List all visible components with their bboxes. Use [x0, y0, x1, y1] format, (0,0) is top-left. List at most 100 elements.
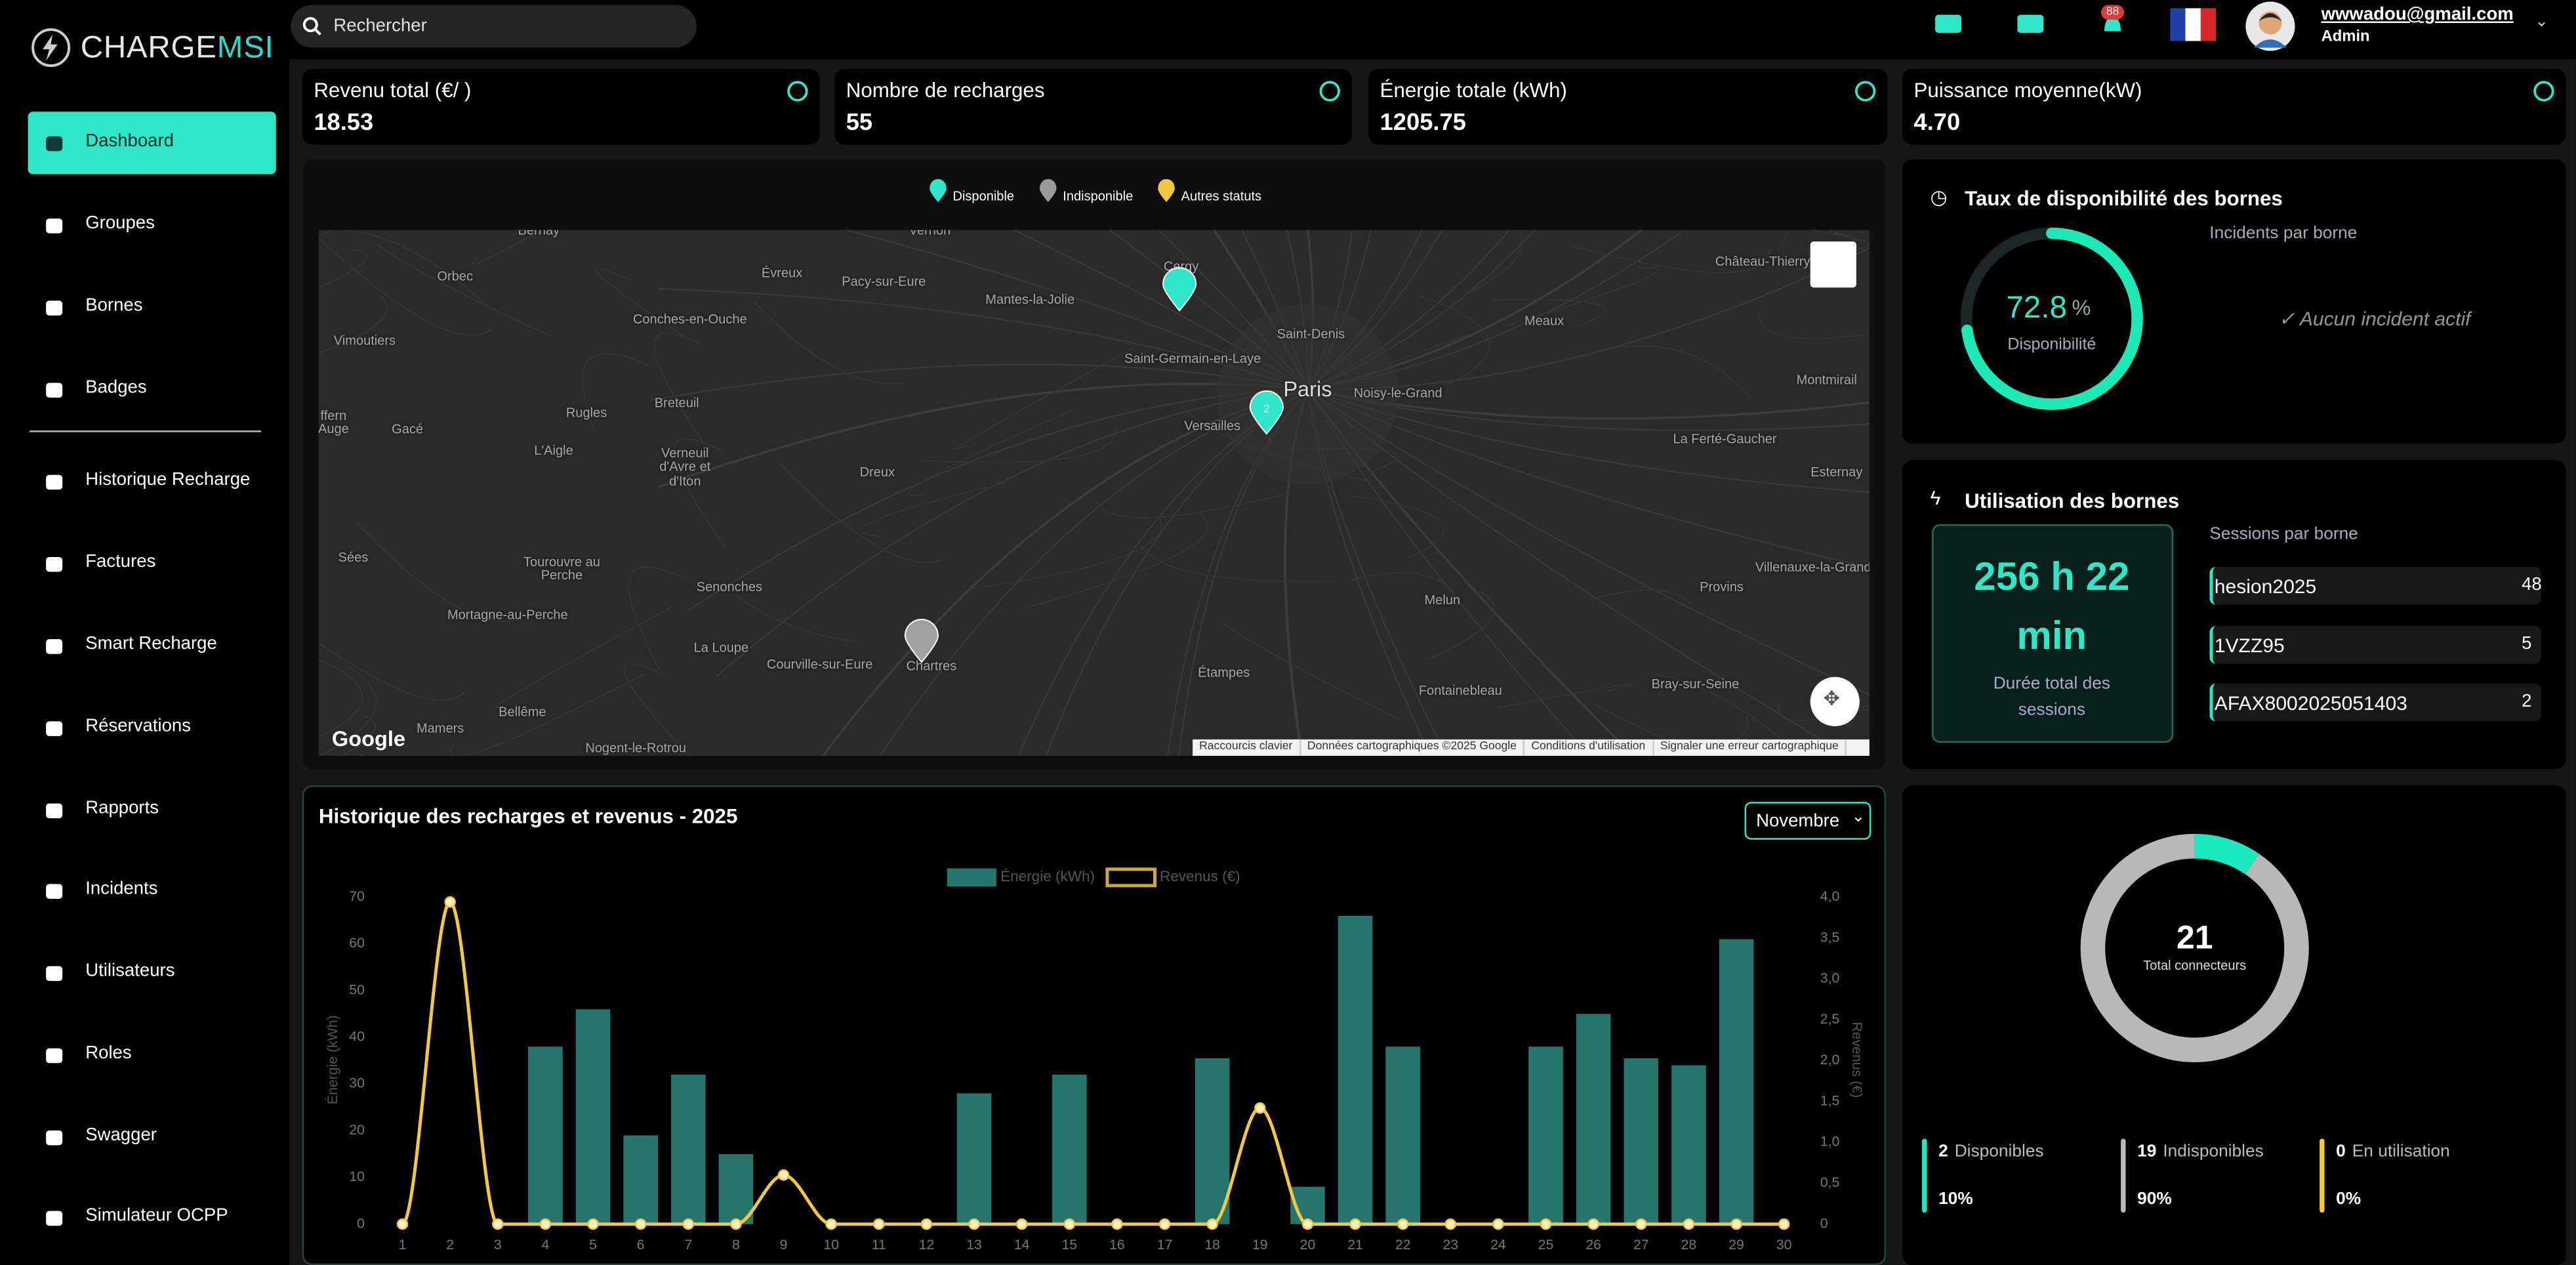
- search-placeholder[interactable]: Rechercher: [333, 16, 427, 37]
- attribution-link[interactable]: Signaler une erreur cartographique: [1654, 739, 1847, 756]
- map-marker[interactable]: 2: [1248, 390, 1284, 436]
- road: [372, 241, 552, 337]
- nav-label[interactable]: Simulateur OCPP: [85, 1206, 228, 1226]
- nav-icon: [46, 721, 63, 736]
- map-attribution: Raccourcis clavier Données cartographique…: [1193, 739, 1870, 756]
- kpi-label: Nombre de recharges: [846, 79, 1045, 102]
- road: [1094, 492, 1292, 518]
- session-count: 5: [2522, 633, 2532, 653]
- nav-label[interactable]: Dashboard: [85, 131, 174, 152]
- kpi-icon: [1319, 81, 1340, 102]
- logo: CHARGEMSI: [81, 31, 274, 71]
- place-label: Saint-Denis: [1277, 326, 1345, 342]
- user-email[interactable]: wwwadou@gmail.com: [2321, 5, 2514, 25]
- kpi-label: Puissance moyenne(kW): [1913, 79, 2142, 102]
- header-icon[interactable]: [1935, 13, 1962, 35]
- place-label: Breteuil: [654, 396, 699, 411]
- nav-label[interactable]: Historique Recharge: [85, 470, 251, 490]
- nav-label[interactable]: Rapports: [85, 798, 159, 819]
- nav-item[interactable]: Réservations: [28, 697, 276, 759]
- notification-badge: 88: [2100, 5, 2125, 20]
- duration-box: 256 h 22 min Durée total des sessions: [1932, 524, 2174, 743]
- chart-title: Historique des recharges et revenus - 20…: [318, 805, 738, 829]
- pin: [1249, 390, 1284, 435]
- nav-item[interactable]: Factures: [28, 532, 276, 594]
- badge-count: 88: [2106, 7, 2119, 18]
- nav-item[interactable]: Roles: [28, 1024, 276, 1086]
- availability-card: ◷ Taux de disponibilité des bornes Inciden…: [1902, 159, 2566, 444]
- duration-caption: Durée total des sessions: [1993, 673, 2111, 720]
- user-menu-chevron[interactable]: ⌄: [2535, 13, 2549, 31]
- pin: [930, 178, 947, 203]
- nav-glyph: [46, 1211, 63, 1226]
- period-select[interactable]: Novembre ⌄: [1744, 802, 1871, 840]
- map[interactable]: Bernay Vernon Évreux Pacy-sur-Eure Mantes-la…: [318, 230, 1870, 756]
- nav-icon: [46, 474, 63, 490]
- nav-item[interactable]: Historique Recharge: [28, 450, 276, 512]
- road: [955, 347, 1134, 450]
- avatar-hair: [2259, 13, 2282, 22]
- attribution-link[interactable]: Conditions d'utilisation: [1524, 739, 1654, 756]
- nav-label[interactable]: Smart Recharge: [85, 634, 217, 654]
- nav-item[interactable]: Bornes: [28, 276, 276, 339]
- nav-label[interactable]: Bornes: [85, 295, 143, 316]
- kpi-icon: [787, 81, 808, 102]
- map-legend-label: Autres statuts: [1181, 188, 1262, 204]
- urban-area: [1217, 304, 1399, 485]
- nav-label[interactable]: Utilisateurs: [85, 961, 175, 982]
- logo-part: MSI: [216, 31, 274, 66]
- handle: [314, 28, 321, 36]
- google-logo: Google: [331, 726, 406, 751]
- place-label: Saint-Germain-en-Laye: [1124, 351, 1261, 366]
- nav-glyph: [46, 1130, 63, 1146]
- nav-item[interactable]: Rapports: [28, 779, 276, 841]
- icon-shape: [2017, 14, 2044, 33]
- nav-label[interactable]: Swagger: [85, 1125, 157, 1146]
- road: [1830, 230, 1870, 243]
- nav-label[interactable]: Factures: [85, 552, 156, 572]
- nav-item[interactable]: Dashboard: [28, 112, 276, 175]
- road: [340, 715, 376, 756]
- road: [919, 424, 1116, 463]
- nav-item[interactable]: Badges: [28, 358, 276, 421]
- nav-glyph: [46, 218, 63, 234]
- nav-label[interactable]: Roles: [85, 1043, 132, 1064]
- road: [319, 665, 377, 756]
- nav-label[interactable]: Groupes: [85, 213, 155, 234]
- nav-item[interactable]: Incidents: [28, 860, 276, 922]
- attribution-link[interactable]: Données cartographiques ©2025 Google: [1301, 739, 1525, 756]
- road: [1810, 230, 1849, 237]
- road: [582, 353, 649, 432]
- header-icon[interactable]: [2017, 13, 2044, 35]
- map-legend-label: Indisponible: [1063, 188, 1134, 204]
- nav-item[interactable]: Utilisateurs: [28, 942, 276, 1004]
- place-label: Bernay: [518, 230, 560, 238]
- card-title: Utilisation des bornes: [1965, 489, 2180, 513]
- nav-label[interactable]: Réservations: [85, 716, 192, 736]
- nav-label[interactable]: Incidents: [85, 879, 158, 899]
- map-marker[interactable]: [903, 618, 939, 664]
- camera-control[interactable]: ✥: [1810, 676, 1860, 726]
- nav-label[interactable]: Badges: [85, 377, 147, 398]
- road: [754, 302, 902, 384]
- attribution-link[interactable]: Raccourcis clavier: [1193, 739, 1301, 756]
- nav-item[interactable]: Smart Recharge: [28, 615, 276, 677]
- kpi-glyph: [1319, 81, 1340, 102]
- search-box[interactable]: Rechercher: [291, 5, 697, 48]
- session-name: 1VZZ95: [2214, 633, 2285, 657]
- nav-icon: [46, 1048, 63, 1064]
- select-value[interactable]: Novembre: [1756, 812, 1840, 832]
- road: [1594, 704, 1790, 756]
- kpi-card: Énergie totale (kWh) 1205.75: [1368, 69, 1888, 145]
- avatar-body: [2253, 39, 2287, 48]
- map-marker[interactable]: [1162, 266, 1198, 312]
- nav-item[interactable]: Groupes: [28, 194, 276, 257]
- nav-item[interactable]: Simulateur OCPP: [28, 1186, 276, 1249]
- session-row: AFAX8002025051403 2: [2209, 683, 2542, 722]
- road: [318, 230, 332, 237]
- fullscreen-button[interactable]: [1810, 241, 1856, 288]
- map-legend-label: Disponible: [952, 188, 1015, 204]
- road: [318, 249, 367, 289]
- place-label: Montmirail: [1796, 372, 1857, 388]
- nav-item[interactable]: Swagger: [28, 1106, 276, 1168]
